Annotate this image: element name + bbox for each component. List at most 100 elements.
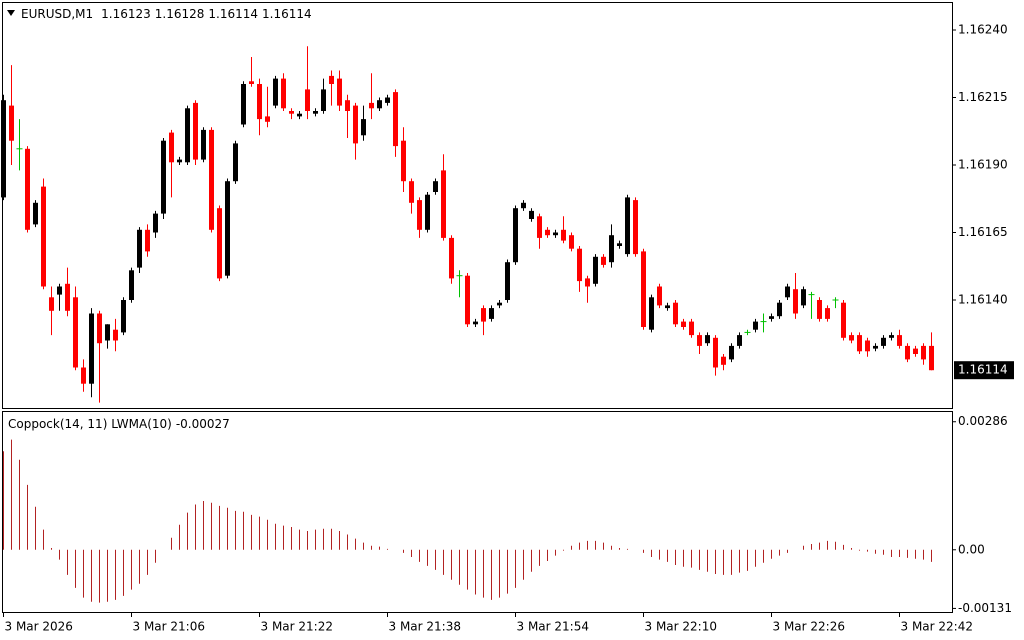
candle-body (817, 300, 822, 319)
candle-body (721, 356, 726, 365)
candle-body (785, 286, 790, 298)
indicator-header: Coppock(14, 11) LWMA(10) -0.00027 (8, 417, 230, 431)
candle-body (641, 251, 646, 327)
candle-body (537, 216, 542, 238)
candle-body (193, 102, 198, 160)
y-tick-label: 1.16165 (958, 225, 1008, 239)
candle-body (593, 256, 598, 284)
x-tick-label: 3 Mar 22:26 (773, 620, 846, 634)
x-tick-label: 3 Mar 21:06 (133, 620, 206, 634)
x-tick-label: 3 Mar 21:38 (389, 620, 462, 634)
indicator-value: -0.00027 (176, 417, 230, 431)
candle-body (865, 340, 870, 352)
y-tick-label: -0.00131 (958, 601, 1012, 615)
candle-body (681, 321, 686, 327)
candle-body (441, 170, 446, 238)
candle-body (873, 345, 878, 349)
candle-body (257, 84, 262, 120)
candle-body (321, 89, 326, 111)
chart-header: EURUSD,M1 1.16123 1.16128 1.16114 1.16114 (21, 7, 312, 21)
candle-body (369, 102, 374, 109)
candle-body (417, 200, 422, 230)
candle-body (289, 111, 294, 114)
y-tick-label: 1.16190 (958, 158, 1008, 172)
x-tick-label: 3 Mar 2026 (5, 620, 73, 634)
candle-body (41, 186, 46, 287)
candle-body (25, 148, 30, 230)
y-tick-label: 0.00 (958, 542, 985, 556)
candle-body (265, 116, 270, 122)
candle-body (905, 345, 910, 360)
candle-body (521, 202, 526, 209)
candle-body (1, 100, 6, 198)
candle-body (625, 197, 630, 255)
last-price-label: 1.16114 (958, 363, 1008, 377)
candle-body (753, 321, 758, 330)
candle-body (121, 300, 126, 333)
candle-body (729, 345, 734, 360)
candle-body (553, 232, 558, 236)
candle-body (825, 308, 830, 319)
candle-body (145, 229, 150, 252)
candle-body (841, 302, 846, 338)
candle-body (705, 335, 710, 344)
candle-body (241, 84, 246, 125)
candle-body (105, 324, 110, 341)
candle-body (49, 297, 54, 311)
candle-body (273, 78, 278, 106)
candle-body (177, 159, 182, 163)
price-panel (2, 2, 953, 409)
candle-body (233, 143, 238, 182)
candle-body (489, 308, 494, 319)
candle-body (689, 321, 694, 336)
candle-body (129, 270, 134, 300)
candle-body (65, 283, 70, 311)
candle-body (297, 113, 302, 117)
candle-body (9, 105, 14, 141)
menu-triangle[interactable] (7, 10, 15, 16)
candle-body (137, 229, 142, 268)
candle-body (353, 105, 358, 144)
candle-body (649, 297, 654, 330)
candle-body (561, 229, 566, 241)
candle-body (601, 256, 606, 265)
candle-body (569, 235, 574, 249)
candle-body (57, 286, 62, 295)
candle-body (929, 345, 934, 371)
close-value: 1.16114 (262, 7, 312, 21)
candle-body (337, 78, 342, 106)
candle-body (585, 278, 590, 287)
candle-body (697, 335, 702, 346)
open-value: 1.16123 (101, 7, 151, 21)
candle-body (921, 345, 926, 360)
candle-body (73, 297, 78, 368)
indicator-panel (2, 411, 953, 613)
candle-body (665, 305, 670, 309)
candle-body (737, 335, 742, 346)
y-tick-label: 0.00286 (958, 414, 1008, 428)
high-value: 1.16128 (155, 7, 205, 21)
candle-body (617, 243, 622, 246)
candle-body (657, 286, 662, 306)
candle-body (361, 119, 366, 136)
candle-body (433, 181, 438, 192)
candle-body (409, 181, 414, 203)
candle-body (161, 140, 166, 214)
x-tick-label: 3 Mar 21:22 (261, 620, 334, 634)
candle-body (505, 262, 510, 300)
candle-body (481, 308, 486, 322)
candle-body (401, 140, 406, 182)
candle-body (801, 289, 806, 306)
candle-body (889, 335, 894, 338)
candle-body (329, 75, 334, 84)
candle-body (673, 302, 678, 325)
candle-body (81, 367, 86, 384)
candle-body (913, 348, 918, 354)
symbol: EURUSD,M1 (21, 7, 93, 21)
candle-body (33, 202, 38, 225)
candle-body (345, 100, 350, 111)
candle-body (777, 302, 782, 317)
candle-body (305, 89, 310, 111)
